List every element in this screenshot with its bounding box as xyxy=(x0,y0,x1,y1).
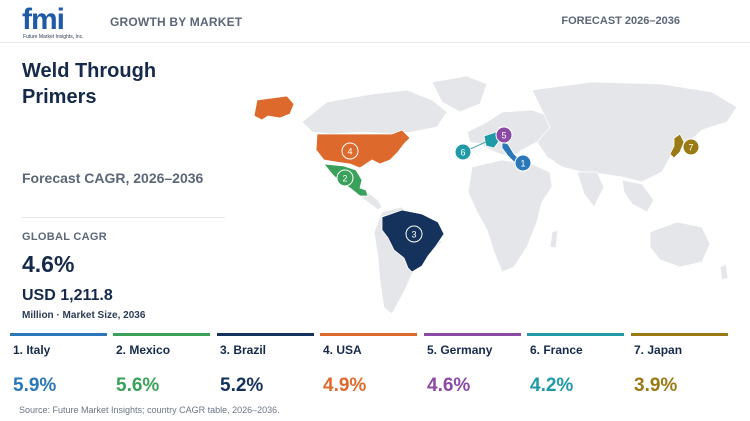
country-card-accent xyxy=(424,333,521,336)
svg-text:2: 2 xyxy=(342,174,347,184)
fmi-logo: fmi Future Market Insights, Inc. xyxy=(22,3,92,41)
country-usa-alaska xyxy=(253,95,295,121)
report-subtitle: Forecast CAGR, 2026–2036 xyxy=(22,170,204,186)
marker-brazil: 3 xyxy=(405,225,423,243)
country-japan xyxy=(669,133,685,159)
country-card-accent xyxy=(527,333,624,336)
divider xyxy=(22,217,225,218)
logo-mark: fmi xyxy=(22,3,65,36)
country-card-accent xyxy=(217,333,314,336)
land-new-zealand xyxy=(719,263,729,281)
report-title: Weld Through Primers xyxy=(22,60,157,108)
country-card-cagr: 4.9% xyxy=(323,375,367,396)
svg-text:3: 3 xyxy=(411,230,416,240)
country-card-accent xyxy=(631,333,728,336)
svg-text:7: 7 xyxy=(688,143,693,153)
land-madagascar xyxy=(549,229,559,249)
logo-subtext: Future Market Insights, Inc. xyxy=(23,34,84,40)
country-card-name: 3. Brazil xyxy=(220,343,267,357)
header-section-label: GROWTH BY MARKET xyxy=(110,15,243,29)
country-card-cagr: 4.6% xyxy=(427,375,471,396)
marker-usa: 4 xyxy=(341,142,359,160)
market-size-note: Million · Market Size, 2036 xyxy=(22,310,146,321)
market-size-value: USD 1,211.8 xyxy=(22,287,113,304)
country-card-name: 2. Mexico xyxy=(116,343,171,357)
country-card-brazil: 3. Brazil 5.2% xyxy=(217,333,314,399)
country-card-accent xyxy=(113,333,210,336)
country-card-name: 7. Japan xyxy=(634,343,683,357)
marker-mexico: 2 xyxy=(336,169,354,187)
page-header: fmi Future Market Insights, Inc. GROWTH … xyxy=(0,0,750,43)
land-india xyxy=(576,171,605,208)
svg-text:6: 6 xyxy=(460,148,465,158)
land-asia xyxy=(531,81,738,183)
country-card-japan: 7. Japan 3.9% xyxy=(631,333,728,399)
country-card-accent xyxy=(320,333,417,336)
source-note: Source: Future Market Insights; country … xyxy=(19,405,280,415)
country-card-germany: 5. Germany 4.6% xyxy=(424,333,521,399)
country-card-name: 1. Italy xyxy=(13,343,51,357)
land-greenland xyxy=(431,75,488,113)
country-card-name: 4. USA xyxy=(323,343,362,357)
svg-text:1: 1 xyxy=(520,159,525,169)
world-map: 1 2 3 4 5 6 7 xyxy=(253,75,738,315)
global-cagr-label: GLOBAL CAGR xyxy=(22,231,107,243)
svg-text:4: 4 xyxy=(347,147,352,157)
land-canada xyxy=(301,89,448,135)
land-australia xyxy=(649,221,711,268)
country-card-cagr: 3.9% xyxy=(634,375,678,396)
marker-japan: 7 xyxy=(682,138,700,156)
marker-germany: 5 xyxy=(495,126,513,144)
land-southeast-asia xyxy=(621,179,655,213)
map-land xyxy=(301,75,738,315)
land-africa xyxy=(467,159,553,273)
country-card-cagr: 4.2% xyxy=(530,375,574,396)
country-card-france: 6. France 4.2% xyxy=(527,333,624,399)
country-card-accent xyxy=(10,333,107,336)
marker-france: 6 xyxy=(454,143,472,161)
global-cagr-value: 4.6% xyxy=(22,251,75,277)
marker-italy: 1 xyxy=(514,154,532,172)
country-card-name: 6. France xyxy=(530,343,583,357)
country-card-name: 5. Germany xyxy=(427,343,493,357)
country-card-cagr: 5.9% xyxy=(13,375,57,396)
header-forecast-label: FORECAST 2026–2036 xyxy=(561,15,680,27)
country-card-cagr: 5.2% xyxy=(220,375,264,396)
country-cagr-list: 1. Italy 5.9% 2. Mexico 5.6% 3. Brazil 5… xyxy=(10,333,740,399)
country-usa xyxy=(315,129,411,169)
country-card-italy: 1. Italy 5.9% xyxy=(10,333,107,399)
country-card-mexico: 2. Mexico 5.6% xyxy=(113,333,210,399)
country-card-cagr: 5.6% xyxy=(116,375,160,396)
country-card-usa: 4. USA 4.9% xyxy=(320,333,417,399)
svg-text:5: 5 xyxy=(501,131,506,141)
